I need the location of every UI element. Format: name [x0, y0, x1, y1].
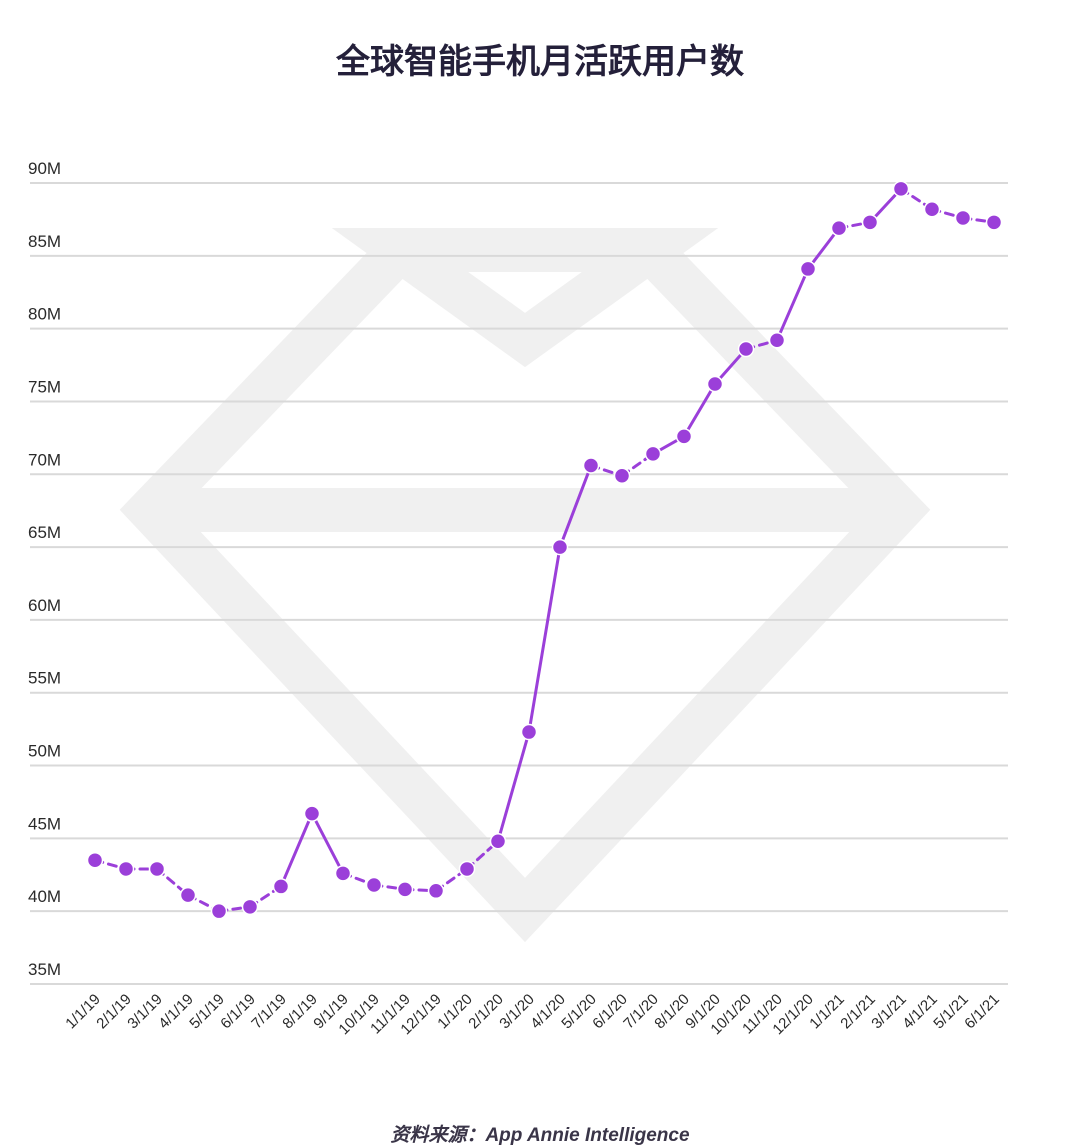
- x-tick-label: 3/1/20: [496, 991, 538, 1033]
- data-point: [520, 723, 538, 741]
- data-point: [923, 200, 941, 218]
- series-line-segment: [496, 730, 531, 843]
- y-axis-tick-labels: 35M 40M 45M 50M 55M 60M 65M 70M 75M 80M 85M 90M: [28, 159, 61, 979]
- data-point: [210, 902, 228, 920]
- series-line-segment: [310, 812, 345, 875]
- data-point: [768, 332, 786, 349]
- x-tick-label: 6/1/19: [217, 991, 259, 1033]
- y-tick-label: 40M: [28, 887, 61, 906]
- x-tick-label: 3/1/21: [868, 991, 910, 1033]
- y-tick-label: 85M: [28, 232, 61, 251]
- x-tick-label: 6/1/20: [589, 991, 631, 1033]
- x-tick-label: 8/1/19: [279, 991, 321, 1033]
- x-tick-label: 6/1/21: [961, 991, 1003, 1033]
- data-point: [396, 881, 414, 898]
- data-point: [427, 882, 445, 900]
- data-point: [799, 260, 817, 278]
- x-tick-label: 5/1/20: [558, 991, 600, 1033]
- data-point: [582, 457, 600, 474]
- series-line-segment: [806, 226, 841, 271]
- x-tick-label: 5/1/19: [186, 991, 228, 1033]
- data-point: [117, 860, 135, 878]
- y-tick-label: 70M: [28, 450, 61, 469]
- series-line-segment: [558, 464, 593, 549]
- x-tick-label: 4/1/19: [155, 991, 197, 1033]
- y-tick-label: 65M: [28, 523, 61, 542]
- data-point: [985, 214, 1003, 231]
- x-tick-label: 1/1/20: [434, 991, 476, 1033]
- watermark-diamond-logo: [119, 228, 931, 943]
- y-tick-label: 35M: [28, 960, 61, 979]
- data-point: [613, 467, 631, 484]
- data-point: [458, 860, 476, 878]
- data-point: [954, 209, 972, 227]
- y-tick-label: 50M: [28, 742, 61, 761]
- x-tick-label: 5/1/21: [930, 991, 972, 1033]
- data-point: [861, 214, 879, 231]
- chart-title: 全球智能手机月活跃用户数: [336, 42, 744, 82]
- source-note: 资料来源：App Annie Intelligence: [390, 1125, 690, 1146]
- gridlines: [30, 182, 1008, 985]
- data-point: [644, 445, 662, 463]
- series-line-segment: [527, 545, 562, 734]
- series-line-segment: [279, 812, 314, 888]
- y-tick-label: 75M: [28, 377, 61, 396]
- y-tick-label: 55M: [28, 669, 61, 688]
- data-point: [706, 375, 724, 393]
- x-tick-label: 2/1/20: [465, 991, 507, 1033]
- x-tick-label: 2/1/19: [93, 991, 135, 1033]
- x-tick-label: 7/1/19: [248, 991, 290, 1033]
- data-point: [334, 865, 352, 882]
- data-point: [365, 876, 383, 894]
- data-point: [241, 898, 259, 916]
- data-point: [303, 805, 321, 822]
- data-point: [86, 851, 104, 869]
- data-point: [675, 428, 693, 445]
- series-points: [86, 180, 1003, 920]
- x-tick-label: 4/1/20: [527, 991, 569, 1033]
- data-point: [148, 860, 166, 878]
- data-point: [830, 219, 848, 237]
- y-tick-label: 45M: [28, 814, 61, 833]
- x-axis-tick-labels: 1/1/192/1/193/1/194/1/195/1/196/1/197/1/…: [62, 991, 1003, 1038]
- x-tick-label: 2/1/21: [837, 991, 879, 1033]
- x-tick-label: 8/1/20: [651, 991, 693, 1033]
- data-point: [551, 538, 569, 556]
- y-tick-label: 80M: [28, 305, 61, 324]
- data-point: [179, 886, 197, 904]
- y-tick-label: 60M: [28, 596, 61, 615]
- y-tick-label: 90M: [28, 159, 61, 178]
- data-point: [489, 833, 507, 850]
- data-point: [272, 878, 290, 895]
- x-tick-label: 4/1/21: [899, 991, 941, 1033]
- x-tick-label: 7/1/20: [620, 991, 662, 1033]
- series-line-segment: [775, 267, 810, 342]
- series-line-segment: [682, 382, 717, 438]
- data-point: [892, 180, 910, 198]
- data-point: [737, 340, 755, 358]
- x-tick-label: 1/1/21: [806, 991, 848, 1033]
- x-tick-label: 3/1/19: [124, 991, 166, 1033]
- x-tick-label: 1/1/19: [62, 991, 104, 1033]
